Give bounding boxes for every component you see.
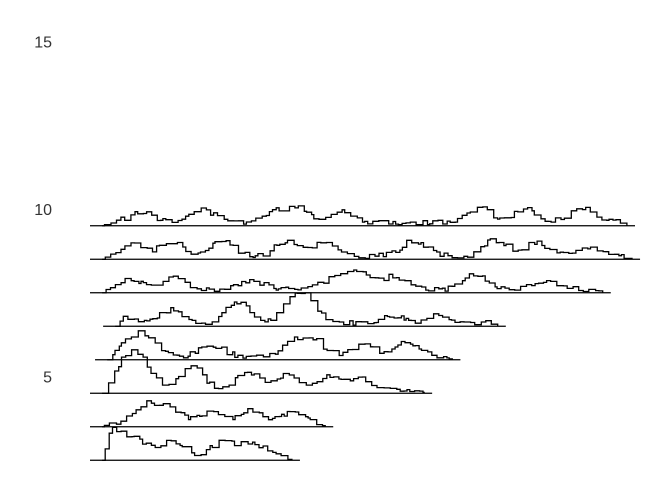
trace-9 (90, 238, 641, 260)
trace-line (102, 269, 604, 294)
trace-5 (90, 349, 433, 394)
trace-line (102, 205, 628, 227)
trace-line (102, 400, 326, 428)
trace-line (102, 426, 293, 461)
y-tick-label-5: 5 (43, 370, 52, 387)
trace-line (102, 349, 425, 394)
trace-line (115, 292, 499, 327)
trace-4 (90, 400, 334, 428)
trace-10 (90, 205, 635, 227)
traces-group (90, 205, 641, 461)
trace-line (102, 238, 633, 260)
y-axis-ticks: 5 10 15 (34, 35, 52, 387)
trace-line (107, 330, 453, 361)
y-tick-label-10: 10 (34, 202, 52, 219)
trace-3 (90, 426, 300, 461)
trace-7 (103, 292, 506, 327)
y-tick-label-15: 15 (34, 35, 52, 52)
trace-8 (90, 269, 611, 294)
trace-6 (95, 330, 461, 361)
